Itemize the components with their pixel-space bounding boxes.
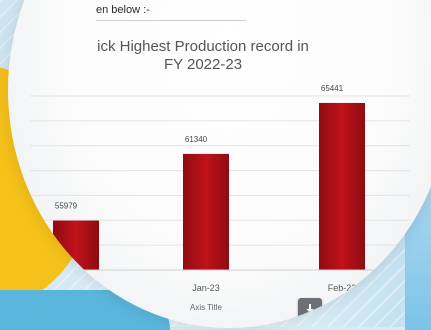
bar [319, 102, 365, 270]
bar [53, 220, 99, 270]
chart-title-line-2: FY 2022-23 [163, 56, 243, 73]
x-tick-label: Feb-23 [328, 283, 357, 293]
paperclip-icon [348, 303, 360, 316]
data-label: 65441 [321, 84, 344, 93]
download-button[interactable] [298, 298, 322, 320]
data-label: 55979 [55, 202, 78, 211]
data-label: 61340 [185, 135, 208, 144]
bar-chart: 55979 ov-22 61340 Jan-23 65441 Feb-23 Axis Tit… [30, 84, 410, 312]
x-tick-label: Jan-23 [192, 283, 220, 293]
caption-text: en below :- [96, 4, 150, 16]
chart-photo-card: en below :- ick Highest Production recor… [8, 0, 431, 328]
caption-divider [96, 20, 246, 21]
attach-button[interactable] [342, 298, 366, 320]
download-icon [306, 304, 314, 313]
chart-title: ick Highest Production record in FY 2022… [38, 38, 368, 74]
bar [183, 153, 229, 270]
x-axis-title: Axis Title [190, 303, 223, 312]
chart-title-line-1: ick Highest Production record in [97, 38, 309, 55]
x-tick-label: ov-22 [65, 283, 88, 293]
